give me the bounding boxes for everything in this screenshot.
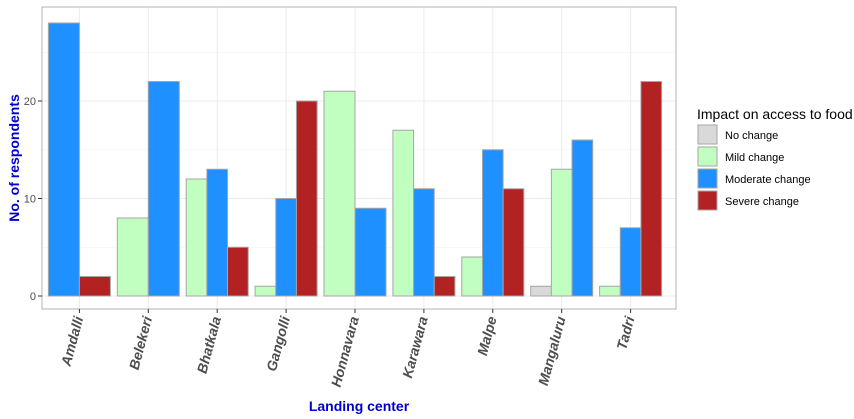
x-tick-label: Amdalli xyxy=(57,314,86,369)
legend-key-no-change xyxy=(697,124,718,145)
bar-gangolli-mild-change xyxy=(254,285,277,297)
legend-items: No change Mild change Moderate change Sever… xyxy=(697,124,811,211)
bar-malpe-severe-change xyxy=(502,188,525,297)
bar-karawara-severe-change xyxy=(433,276,456,297)
bar-malpe-mild-change xyxy=(461,256,483,297)
bar-karawara-moderate-change xyxy=(413,188,435,297)
x-tick-label: Bhatkala xyxy=(194,314,225,375)
bar-gangolli-moderate-change xyxy=(275,198,297,297)
bar-bhatkala-mild-change xyxy=(185,178,208,297)
bar-bhatkala-moderate-change xyxy=(206,168,229,297)
legend: Impact on access to food No change Mild c… xyxy=(697,106,853,211)
bar-mangaluru-mild-change xyxy=(550,168,573,297)
bar-mangaluru-no-change xyxy=(530,285,552,297)
legend-label: Moderate change xyxy=(725,174,811,186)
bar-belekeri-moderate-change xyxy=(147,81,180,297)
bar-amdalli-severe-change xyxy=(78,276,111,297)
legend-title: Impact on access to food xyxy=(697,106,853,122)
bar-tadri-severe-change xyxy=(640,81,663,297)
bar-karawara-mild-change xyxy=(392,129,415,297)
x-axis-title: Landing center xyxy=(309,398,410,414)
bar-belekeri-mild-change xyxy=(116,217,149,297)
y-tick-label: 10 xyxy=(24,194,36,206)
x-tick-label: Malpe xyxy=(474,314,500,357)
y-axis-title: No. of respondents xyxy=(6,94,22,222)
x-tick-label: Tadri xyxy=(613,314,637,352)
bar-tadri-mild-change xyxy=(599,285,621,297)
bar-gangolli-severe-change xyxy=(295,100,318,297)
x-tick-label: Honnavara xyxy=(328,314,362,388)
y-tick-label: 20 xyxy=(24,96,36,108)
legend-label: Severe change xyxy=(725,196,799,208)
x-tick-label: Mangaluru xyxy=(535,314,569,387)
legend-key-mild-change xyxy=(697,146,718,167)
legend-label: No change xyxy=(725,130,778,142)
bar-honnavara-moderate-change xyxy=(354,207,387,297)
bar-mangaluru-moderate-change xyxy=(571,139,594,297)
bar-bhatkala-severe-change xyxy=(227,246,249,297)
legend-key-severe-change xyxy=(697,190,718,211)
bar-honnavara-mild-change xyxy=(323,90,356,297)
plot-panel-border xyxy=(41,6,677,310)
y-tick-label: 0 xyxy=(30,291,36,303)
bar-amdalli-moderate-change xyxy=(47,22,80,297)
legend-label: Mild change xyxy=(725,152,784,164)
bar-tadri-moderate-change xyxy=(619,227,642,297)
bar-malpe-moderate-change xyxy=(481,149,504,297)
x-tick-label: Gangolli xyxy=(263,314,293,373)
x-tick-label: Karawara xyxy=(399,314,431,379)
x-tick-label: Belekeri xyxy=(126,314,156,372)
bar-layer xyxy=(47,22,663,297)
legend-key-moderate-change xyxy=(697,168,718,189)
